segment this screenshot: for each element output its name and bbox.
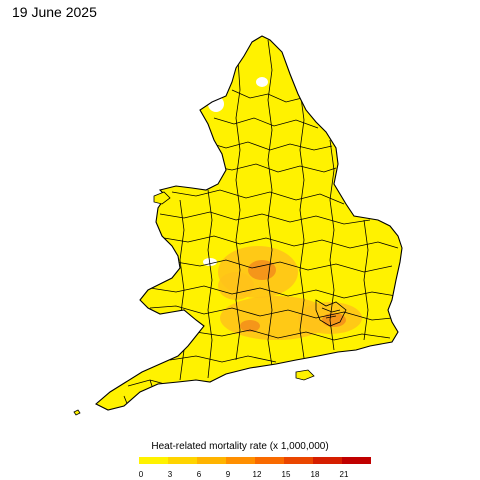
legend-tick-label: 18 (310, 470, 320, 479)
legend-swatch (255, 457, 284, 464)
heat-patch-west (218, 272, 254, 300)
anglesey (153, 191, 171, 205)
legend-swatch (313, 457, 342, 464)
legend-tick-label: 12 (252, 470, 262, 479)
legend: Heat-related mortality rate (x 1,000,000… (0, 440, 480, 480)
legend-swatch (168, 457, 197, 464)
legend-tick-label: 6 (196, 470, 202, 479)
legend-tick-label: 0 (138, 470, 144, 479)
district-boundaries (123, 39, 399, 407)
land-fill (96, 36, 402, 410)
heat-patch-bristol (240, 320, 260, 332)
england-wales-map (73, 35, 403, 416)
legend-colorbar (139, 457, 371, 464)
nodata-north-1 (256, 77, 268, 87)
legend-tick-label: 9 (225, 470, 231, 479)
legend-tick-label: 21 (339, 470, 349, 479)
heat-patch-london-core (322, 313, 346, 327)
isles-of-scilly (73, 409, 81, 416)
heat-patch-birmingham (248, 260, 276, 280)
legend-swatch (197, 457, 226, 464)
legend-ticks: 0 3 6 9 12 15 18 21 (0, 470, 480, 480)
legend-swatch (139, 457, 168, 464)
legend-swatch (226, 457, 255, 464)
choropleth-map (73, 35, 403, 416)
legend-tick-label: 15 (281, 470, 291, 479)
legend-title: Heat-related mortality rate (x 1,000,000… (151, 441, 329, 452)
page-title: 19 June 2025 (12, 4, 97, 20)
legend-swatch (284, 457, 313, 464)
isle-of-wight (295, 369, 315, 381)
legend-swatch (342, 457, 371, 464)
legend-tick-label: 3 (167, 470, 173, 479)
